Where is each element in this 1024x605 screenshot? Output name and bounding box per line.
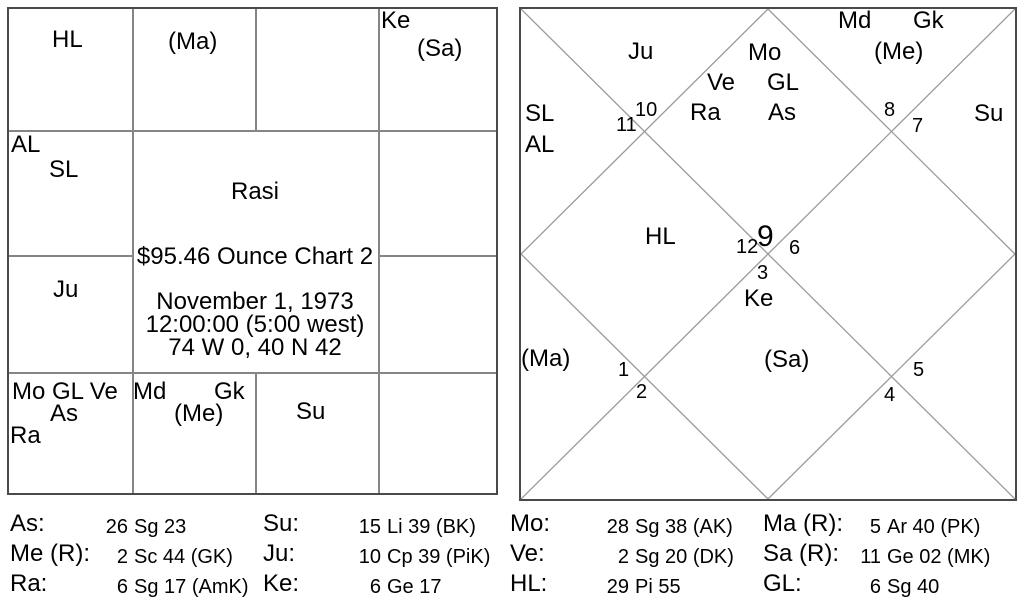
north-planet-me: (Me): [874, 38, 924, 65]
south-cell-scorpio-label-3: (Me): [174, 400, 224, 427]
degree-value: 28: [606, 516, 629, 538]
north-planet-al: AL: [525, 131, 555, 158]
sign-value: Sg 20 (DK): [635, 546, 734, 568]
house-number-h5: 1: [618, 359, 630, 381]
planet-label: Me (R):: [10, 540, 90, 567]
planet-label: Sa (R):: [763, 540, 840, 567]
planet-label: Ke:: [263, 570, 300, 597]
chart-type-label: Rasi: [230, 178, 279, 205]
north-indian-chart[interactable]: Ju Mo Ve GL Ra As Md Gk (Me) SL AL Su HL…: [519, 7, 1017, 501]
planet-label: As:: [10, 510, 45, 537]
degree-value: 15: [358, 516, 381, 538]
sign-value: Ar 40 (PK): [887, 516, 981, 538]
grid-line-vertical-1: [132, 9, 134, 493]
degree-value: 6: [116, 576, 128, 598]
planet-label: Ve:: [510, 540, 545, 567]
planet-label: HL:: [510, 570, 548, 597]
south-indian-rasi-chart[interactable]: HL (Ma) Ke (Sa) AL SL Ju Mo GL Ve As Ra …: [7, 7, 498, 495]
south-cell-libra-label: Su: [296, 398, 326, 425]
south-cell-aquarius-label-2: SL: [49, 156, 79, 183]
house-number-h12: 8: [884, 99, 896, 121]
planet-label: Ju:: [263, 540, 296, 567]
sign-value: Ge 17: [387, 576, 442, 598]
north-planet-as: As: [768, 99, 797, 126]
north-planet-md: Md: [838, 7, 872, 34]
south-cell-gemini-label-1: Ke: [381, 7, 411, 34]
house-number-h6: 2: [636, 381, 648, 403]
north-planet-sl: SL: [525, 100, 555, 127]
grid-line-vertical-2-top: [255, 9, 257, 130]
north-planet-ju: Ju: [628, 38, 654, 65]
north-planet-gl: GL: [767, 69, 800, 96]
north-planet-ke: Ke: [744, 285, 774, 312]
house-number-h9: 5: [913, 359, 925, 381]
house-number-h3: 11: [616, 114, 637, 136]
chart-time: 12:00:00 (5:00 west): [145, 311, 365, 338]
degree-value: 10: [358, 546, 381, 568]
grid-line-vertical-3: [378, 9, 380, 493]
north-planet-ma: (Ma): [521, 345, 571, 372]
chart-coordinates: 74 W 0, 40 N 42: [168, 334, 342, 361]
north-planet-gk: Gk: [913, 7, 944, 34]
degree-value: 6: [869, 576, 881, 598]
sign-value: Ge 02 (MK): [887, 546, 991, 568]
planet-label: Ma (R):: [763, 510, 843, 537]
south-cell-gemini-label-2: (Sa): [417, 35, 463, 62]
north-planet-su: Su: [974, 100, 1004, 127]
degree-value: 29: [606, 576, 629, 598]
sign-value: Sg 17 (AmK): [134, 576, 249, 598]
sign-value: Sc 44 (GK): [134, 546, 233, 568]
chart-date: November 1, 1973: [156, 288, 354, 315]
grid-line-horizontal-3: [9, 372, 496, 374]
degree-value: 11: [860, 546, 881, 568]
house-number-h7: 3: [757, 262, 769, 284]
degree-value: 6: [369, 576, 381, 598]
south-cell-aquarius-label-1: AL: [11, 131, 41, 158]
north-planet-mo: Mo: [748, 39, 782, 66]
south-cell-capricorn-label: Ju: [53, 276, 79, 303]
planet-label: GL:: [763, 570, 802, 597]
north-planet-ra: Ra: [690, 99, 721, 126]
south-cell-pisces-label: HL: [52, 26, 83, 53]
north-planet-ve: Ve: [707, 69, 736, 96]
south-cell-scorpio-label-2: Gk: [214, 378, 245, 405]
house-number-h8: 4: [884, 384, 896, 406]
north-chart-lines: [521, 9, 1015, 499]
house-number-h2: 10: [635, 99, 658, 121]
house-number-h4: 12: [736, 236, 759, 258]
sign-value: Pi 55: [635, 576, 681, 598]
south-cell-sagittarius-label-2: As: [50, 400, 79, 427]
grid-line-horizontal-2-right: [378, 255, 496, 257]
sign-value: Li 39 (BK): [387, 516, 476, 538]
degree-value: 2: [617, 546, 629, 568]
sign-value: Cp 39 (PiK): [387, 546, 491, 568]
sign-value: Sg 40: [887, 576, 940, 598]
house-number-lagna: 9: [757, 220, 774, 253]
house-number-h11: 7: [912, 115, 924, 137]
south-cell-sagittarius-label-1: Mo GL Ve: [12, 378, 118, 405]
chart-title: $95.46 Ounce Chart 2: [136, 243, 374, 270]
planet-label: Ra:: [10, 570, 48, 597]
grid-line-horizontal-1: [9, 130, 496, 132]
north-planet-hl: HL: [645, 223, 676, 250]
sign-value: Sg 23: [134, 516, 187, 538]
house-number-h10: 6: [789, 237, 801, 259]
grid-line-vertical-2-bottom: [255, 372, 257, 493]
planet-label: Su:: [263, 510, 300, 537]
north-planet-sa: (Sa): [764, 346, 810, 373]
south-cell-aries-label: (Ma): [168, 28, 218, 55]
degree-value: 26: [105, 516, 128, 538]
south-cell-sagittarius-label-3: Ra: [10, 422, 41, 449]
grid-line-horizontal-2-left: [9, 255, 132, 257]
planet-label: Mo:: [510, 510, 551, 537]
sign-value: Sg 38 (AK): [635, 516, 733, 538]
south-cell-scorpio-label-1: Md: [133, 378, 167, 405]
degree-value: 2: [116, 546, 128, 568]
degree-value: 5: [869, 516, 881, 538]
